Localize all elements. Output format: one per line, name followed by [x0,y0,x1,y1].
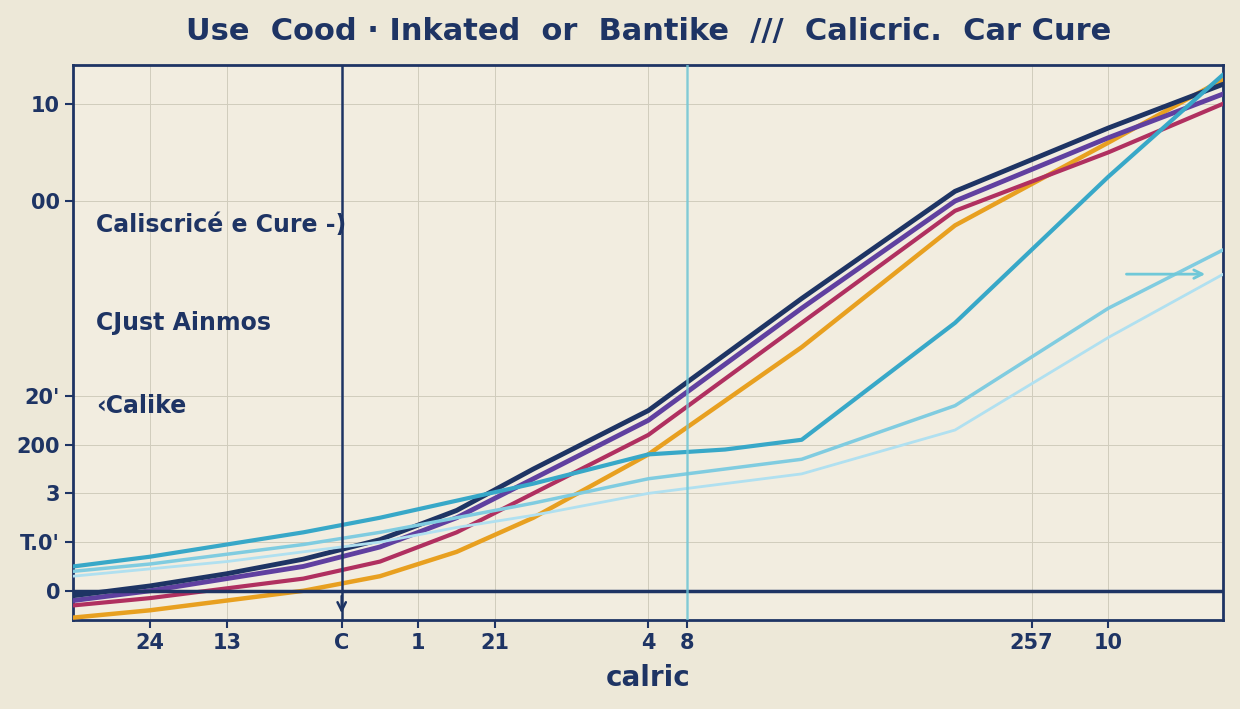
Title: Use  Cood · Inkated  or  Bantike  ///  Calicric.  Car Cure: Use Cood · Inkated or Bantike /// Calicr… [186,17,1111,45]
Text: Caliscricé e Cure -): Caliscricé e Cure -) [97,213,347,238]
X-axis label: calric: calric [606,664,691,692]
Text: ‹Calike: ‹Calike [97,393,186,418]
Text: CJust Ainmos: CJust Ainmos [97,311,272,335]
